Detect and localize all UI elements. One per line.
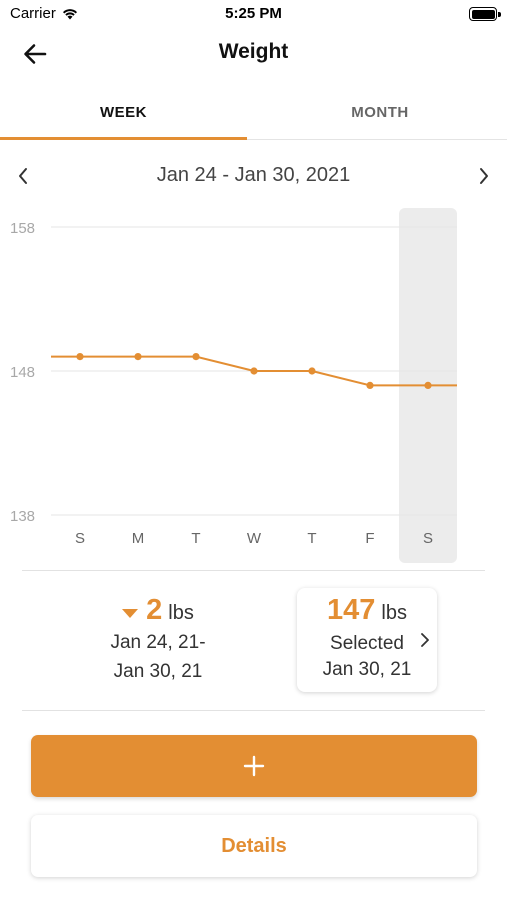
add-weight-button[interactable] [31,735,477,797]
y-tick-label: 158 [10,220,35,237]
y-tick-label: 148 [10,364,35,381]
x-tick-label: T [307,530,316,547]
chevron-left-icon [19,168,27,184]
x-tick-label: W [247,530,262,547]
data-point[interactable] [192,353,200,361]
down-arrow-icon [122,609,139,618]
data-point[interactable] [308,367,316,375]
y-tick-label: 138 [10,508,35,525]
data-point[interactable] [250,367,258,375]
tab-selected-indicator [0,137,247,140]
data-point[interactable] [366,381,374,389]
selected-label: Selected [330,633,404,654]
date-range-label: Jan 24 - Jan 30, 2021 [156,164,351,186]
data-point[interactable] [134,353,142,361]
plus-icon [243,755,265,777]
change-range-line2: Jan 30, 21 [113,661,203,682]
data-point[interactable] [76,353,84,361]
x-tick-label: F [365,530,374,547]
period-tabs: WEEK MONTH [0,84,507,140]
change-range-line1: Jan 24, 21- [110,632,206,653]
details-button[interactable]: Details [31,815,477,877]
x-tick-label: T [191,530,200,547]
back-button[interactable] [20,40,50,68]
selected-weight-card[interactable]: 147 lbs Selected Jan 30, 21 [297,588,437,692]
selected-value: 147 [327,594,376,626]
battery-icon [469,7,501,21]
page-title: Weight [218,40,289,63]
tab-week[interactable]: WEEK [100,103,147,121]
previous-week-button[interactable] [9,162,37,190]
data-point[interactable] [424,381,432,389]
x-tick-label: M [132,530,145,547]
selected-date: Jan 30, 21 [322,659,412,680]
change-value: 2 [146,594,163,626]
date-range-selector: Jan 24 - Jan 30, 2021 [0,150,507,202]
status-time: 5:25 PM [225,5,282,22]
change-unit: lbs [168,602,194,624]
divider [22,710,485,711]
divider [22,570,485,571]
weight-chart[interactable]: 158 148 138 S M T W T F S [0,200,507,570]
chevron-right-icon [480,168,488,184]
nav-bar: Weight [0,30,507,78]
selected-unit: lbs [381,602,407,624]
tab-month[interactable]: MONTH [351,103,409,121]
x-tick-label: S [423,530,433,547]
carrier-indicator: Carrier [10,5,79,22]
carrier-label: Carrier [10,5,56,22]
weight-change-summary: 2 lbs Jan 24, 21- Jan 30, 21 [60,594,256,685]
x-tick-label: S [75,530,85,547]
chevron-right-icon [421,633,429,647]
weight-chart-svg: 158 148 138 S M T W T F S [10,208,457,563]
status-bar: Carrier 5:25 PM [0,0,507,30]
arrow-left-icon [24,44,47,64]
next-week-button[interactable] [470,162,498,190]
wifi-icon [62,9,77,20]
